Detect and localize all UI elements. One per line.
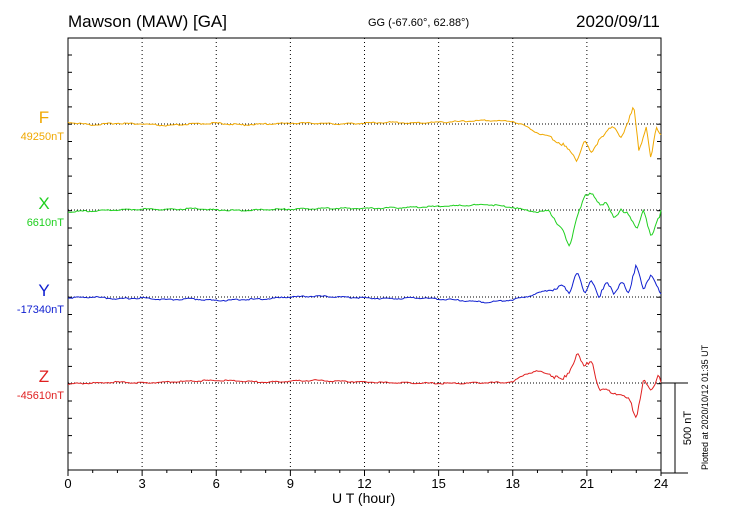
series-line-f <box>67 106 662 163</box>
x-tick-label: 3 <box>139 476 146 491</box>
x-tick-label: 21 <box>580 476 594 491</box>
scale-bar-label: 500 nT <box>682 411 694 446</box>
x-axis-label: U T (hour) <box>332 490 396 506</box>
x-tick-label: 6 <box>213 476 220 491</box>
station-coordinates: GG (-67.60°, 62.88°) <box>368 17 470 29</box>
channel-letter-z: Z <box>39 367 49 386</box>
x-tick-label: 15 <box>431 476 445 491</box>
x-tick-label: 24 <box>654 476 668 491</box>
station-title: Mawson (MAW) [GA] <box>68 12 227 31</box>
channel-baseline-y: -17340nT <box>17 304 64 316</box>
channel-letter-f: F <box>39 108 49 127</box>
x-tick-label: 18 <box>506 476 520 491</box>
channel-baseline-f: 49250nT <box>21 131 65 143</box>
channel-baseline-x: 6610nT <box>27 217 65 229</box>
channel-letter-y: Y <box>38 281 49 300</box>
channel-letter-x: X <box>38 194 49 213</box>
x-tick-label: 0 <box>64 476 71 491</box>
series-line-y <box>68 263 662 304</box>
x-tick-label: 9 <box>287 476 294 491</box>
channel-baseline-z: -45610nT <box>17 390 64 402</box>
series-line-x <box>67 192 662 247</box>
plotted-timestamp: Plotted at 2020/10/12 01:35 UT <box>700 344 710 470</box>
series-line-z <box>67 353 662 419</box>
plot-date: 2020/09/11 <box>576 12 660 31</box>
x-tick-label: 12 <box>357 476 371 491</box>
